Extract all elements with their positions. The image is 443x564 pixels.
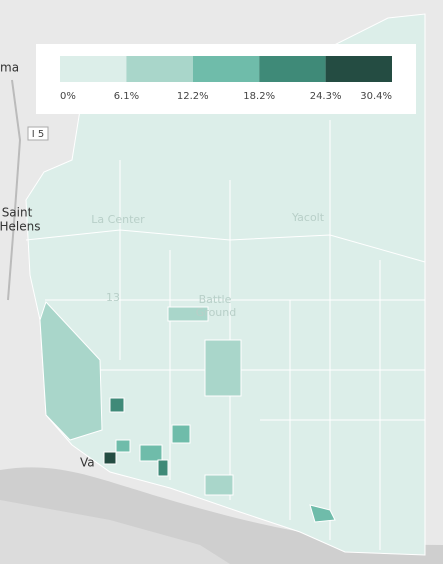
legend-swatch [259, 56, 326, 82]
legend-swatch [192, 56, 260, 82]
legend-tick-label: 30.4% [360, 91, 392, 102]
highway-shield [27, 126, 49, 141]
tract [204, 474, 234, 496]
highway [7, 79, 22, 301]
legend-swatch [60, 56, 127, 82]
place-label: ma [0, 61, 19, 75]
legend-tick-label: 24.3% [310, 91, 342, 102]
place-label: Yacolt [291, 211, 325, 224]
legend: 0% 6.1% 12.2% 18.2% 24.3% 30.4% [60, 56, 392, 102]
tract [157, 459, 169, 477]
tract-boundaries [25, 120, 426, 550]
tract [171, 424, 191, 444]
place-label: Battle [199, 293, 232, 306]
tract [103, 451, 117, 465]
place-label: Va [80, 456, 95, 470]
legend-tick-label: 6.1% [114, 91, 139, 102]
legend-tick-label: 12.2% [177, 91, 209, 102]
tract [167, 306, 209, 322]
legend-tick-label: 18.2% [243, 91, 275, 102]
tract [115, 439, 131, 453]
place-label: La Center [91, 213, 145, 226]
place-label: Helens [0, 220, 40, 234]
tract [109, 397, 125, 413]
tract [39, 301, 103, 441]
legend-swatch [126, 56, 193, 82]
place-label: Saint [2, 206, 33, 220]
place-label: 13 [106, 291, 120, 304]
tract [309, 504, 336, 523]
tract [139, 444, 163, 462]
place-label: Ground [196, 306, 236, 319]
place-label: I 5 [32, 129, 45, 140]
urban-area [0, 500, 230, 564]
legend-swatch [325, 56, 392, 82]
tract [204, 339, 242, 397]
legend-tick-label: 0% [60, 91, 76, 102]
